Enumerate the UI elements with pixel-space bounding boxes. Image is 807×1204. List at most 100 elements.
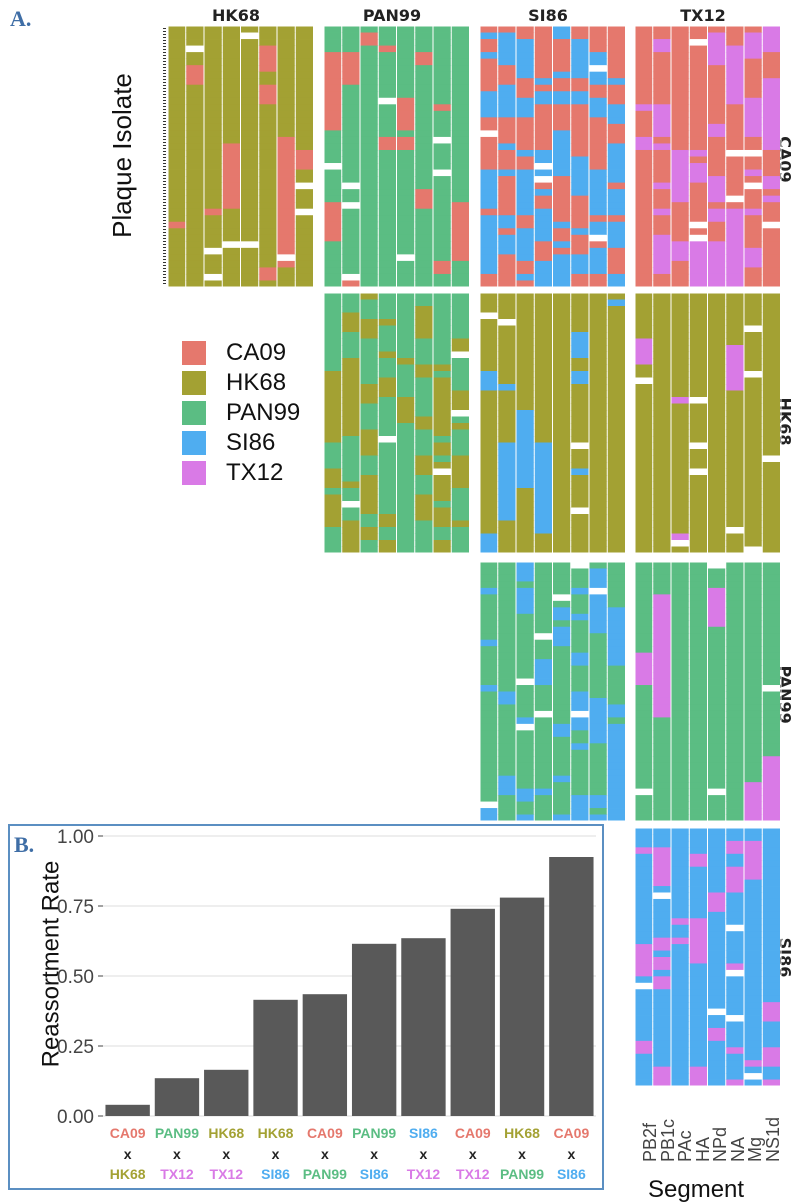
heatmap-cell (324, 390, 342, 398)
heatmap-cell (480, 756, 498, 764)
heatmap-cell (378, 293, 396, 300)
heatmap-cell (708, 371, 726, 378)
heatmap-cell (378, 169, 396, 177)
heatmap-cell (653, 397, 671, 404)
heatmap-cell (259, 130, 277, 138)
heatmap-cell (589, 371, 607, 378)
heatmap-cell (607, 58, 625, 66)
heatmap-cell (534, 306, 552, 313)
heatmap-cell (516, 149, 534, 157)
heatmap-cell (498, 123, 516, 131)
heatmap-cell (635, 594, 653, 602)
heatmap-cell (708, 808, 726, 815)
heatmap-cell (378, 254, 396, 262)
heatmap-cell (553, 723, 571, 731)
heatmap-cell (534, 562, 552, 569)
heatmap-cell (671, 455, 689, 463)
heatmap-cell (671, 659, 689, 666)
heatmap-cell (689, 756, 707, 764)
heatmap-cell (324, 397, 342, 404)
heatmap-cell (415, 52, 433, 60)
heatmap-cell (378, 358, 396, 365)
heatmap-cell (571, 723, 589, 731)
heatmap-cell (342, 436, 360, 443)
heatmap-cell (689, 267, 707, 275)
heatmap-cell (653, 540, 671, 547)
heatmap-cell (653, 1060, 671, 1068)
heatmap-cell (653, 280, 671, 288)
heatmap-cell (433, 280, 451, 288)
heatmap-cell (553, 613, 571, 621)
heatmap-cell (635, 1021, 653, 1029)
heatmap-cell (708, 358, 726, 365)
heatmap-cell (433, 234, 451, 242)
heatmap-frame (323, 25, 471, 288)
heatmap-cell (534, 84, 552, 92)
heatmap-cell (534, 299, 552, 307)
heatmap-cell (689, 1073, 707, 1080)
heatmap-cell (498, 639, 516, 647)
heatmap-cell (762, 704, 780, 712)
heatmap-cell (671, 562, 689, 569)
heatmap-cell (571, 384, 589, 391)
heatmap-cell (415, 481, 433, 489)
heatmap-cell (378, 58, 396, 66)
heatmap-cell (635, 449, 653, 456)
heatmap-cell (671, 540, 689, 547)
heatmap-cell (689, 1015, 707, 1022)
heatmap-cell (689, 97, 707, 105)
heatmap-cell (762, 924, 780, 932)
heatmap-cell (204, 52, 222, 60)
heatmap-cell (342, 397, 360, 404)
heatmap-cell (451, 481, 469, 489)
heatmap-cell (534, 143, 552, 151)
heatmap-cell (324, 332, 342, 339)
heatmap-cell (653, 574, 671, 582)
heatmap-cell (589, 149, 607, 157)
heatmap-cell (259, 273, 277, 281)
heatmap-cell (480, 247, 498, 255)
heatmap-cell (324, 325, 342, 333)
heatmap-cell (635, 494, 653, 502)
heatmap-cell (589, 39, 607, 46)
heatmap-cell (415, 65, 433, 73)
heatmap-cell (498, 808, 516, 815)
heatmap-cell (534, 260, 552, 268)
heatmap-cell (671, 905, 689, 913)
heatmap-cell (726, 306, 744, 313)
heatmap-cell (708, 1066, 726, 1074)
heatmap-cell (671, 78, 689, 86)
heatmap-cell (480, 620, 498, 628)
heatmap-cell (324, 319, 342, 326)
heatmap-cell (415, 228, 433, 236)
heatmap-cell (534, 163, 552, 170)
heatmap-cell (277, 91, 295, 99)
heatmap-cell (635, 176, 653, 183)
heatmap-cell (360, 254, 378, 262)
heatmap-cell (653, 743, 671, 751)
heatmap-frame (479, 561, 627, 822)
heatmap-cell (671, 581, 689, 589)
heatmap-cell (516, 436, 534, 443)
heatmap-cell (726, 507, 744, 515)
category-separator: x (518, 1146, 526, 1162)
heatmap-cell (480, 697, 498, 705)
heatmap-cell (415, 397, 433, 404)
heatmap-cell (451, 52, 469, 60)
heatmap-cell (571, 110, 589, 118)
heatmap-cell (726, 873, 744, 880)
heatmap-cell (415, 260, 433, 268)
heatmap-cell (653, 169, 671, 177)
heatmap-cell (653, 665, 671, 673)
heatmap-cell (653, 429, 671, 437)
heatmap-cell (433, 416, 451, 424)
heatmap-cell (726, 639, 744, 647)
heatmap-cell (480, 449, 498, 456)
heatmap-cell (553, 574, 571, 582)
heatmap-cell (726, 397, 744, 404)
heatmap-cell (744, 652, 762, 660)
heatmap-cell (762, 736, 780, 744)
heatmap-cell (342, 501, 360, 508)
heatmap-cell (277, 221, 295, 229)
heatmap-cell (397, 215, 415, 223)
